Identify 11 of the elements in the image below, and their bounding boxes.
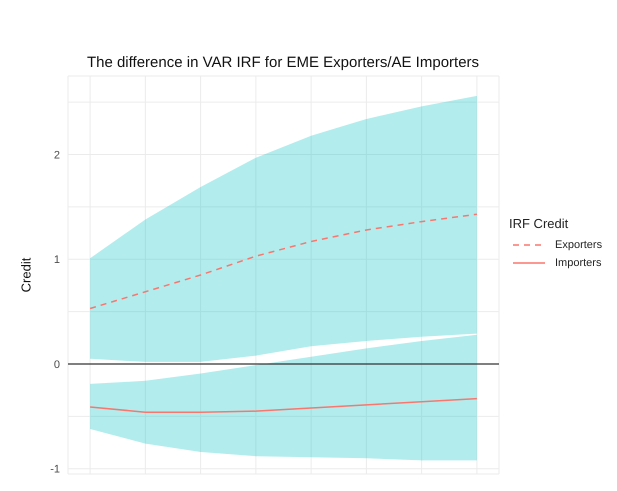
legend-title: IRF Credit	[509, 216, 570, 231]
line-series	[89, 214, 478, 310]
legend-label: Importers	[555, 257, 602, 269]
line-series	[89, 398, 478, 413]
y-tick-label: 0	[54, 358, 60, 371]
y-tick-label: -1	[50, 464, 60, 476]
y-tick-label: 2	[54, 149, 60, 162]
chart-title: The difference in VAR IRF for EME Exporters/AE Importers	[86, 54, 480, 71]
y-axis-title: Credit	[18, 257, 34, 292]
y-tick-label: 1	[54, 254, 60, 266]
legend-label: Exporters	[555, 239, 602, 251]
